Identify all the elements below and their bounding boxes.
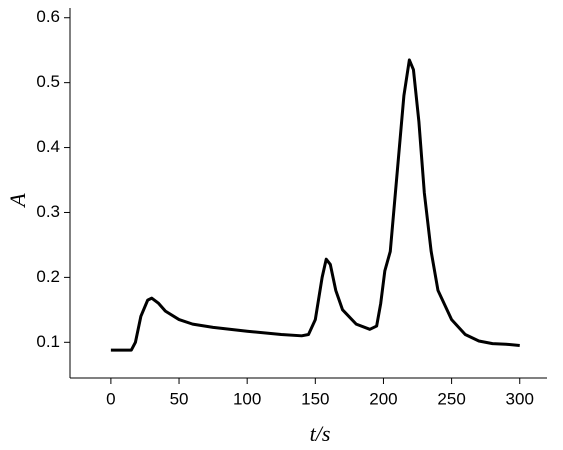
data-line [110, 58, 520, 352]
y-tick-label: 0.2 [36, 267, 60, 286]
x-tick-label: 200 [369, 389, 397, 408]
y-tick-label: 0.3 [36, 202, 60, 221]
x-tick-label: 250 [437, 389, 465, 408]
y-tick-label: 0.4 [36, 137, 60, 156]
y-axis-label: A [5, 193, 30, 209]
x-tick-label: 50 [170, 389, 189, 408]
x-tick-label: 0 [106, 389, 115, 408]
x-tick-label: 300 [506, 389, 534, 408]
x-tick-label: 100 [233, 389, 261, 408]
y-tick-label: 0.5 [36, 72, 60, 91]
x-axis-label: t/s [310, 421, 331, 446]
y-tick-label: 0.1 [36, 332, 60, 351]
x-tick-label: 150 [301, 389, 329, 408]
y-tick-label: 0.6 [36, 7, 60, 26]
